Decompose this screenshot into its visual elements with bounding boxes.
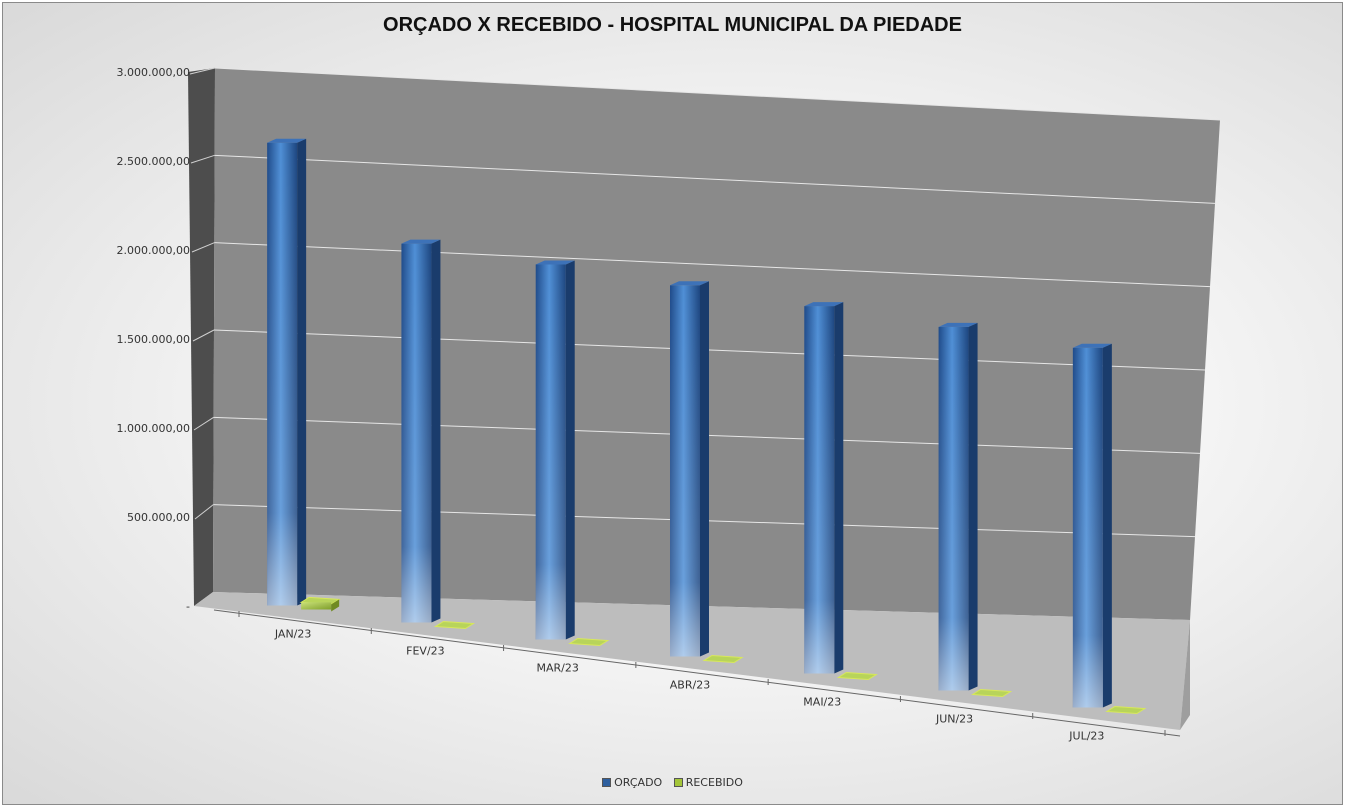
legend: ORÇADO RECEBIDO bbox=[0, 776, 1345, 790]
bar-orcado-side bbox=[1102, 343, 1112, 708]
legend-label-orcado: ORÇADO bbox=[614, 776, 663, 789]
y-tick-label: 2.500.000,00 bbox=[117, 155, 190, 168]
bar-orcado-top bbox=[938, 322, 978, 327]
y-tick-label: 2.000.000,00 bbox=[117, 244, 190, 257]
bar-orcado-shine bbox=[670, 285, 700, 657]
legend-item-orcado: ORÇADO bbox=[602, 776, 662, 789]
bar-orcado-shine bbox=[938, 326, 969, 691]
bar-orcado-top bbox=[670, 281, 709, 286]
y-tick-label: 3.000.000,00 bbox=[117, 66, 190, 79]
x-tick-label: JUN/23 bbox=[935, 713, 973, 726]
x-tick-label: ABR/23 bbox=[670, 679, 710, 692]
bar-orcado-side bbox=[431, 239, 441, 623]
gridline bbox=[214, 154, 1216, 204]
y-tick-label: 1.000.000,00 bbox=[117, 422, 190, 435]
gridline-side bbox=[190, 154, 215, 164]
y-tick-label: - bbox=[186, 600, 190, 613]
bar-recebido-top bbox=[1105, 705, 1147, 715]
bar-orcado-side bbox=[834, 302, 844, 674]
gridline-side bbox=[192, 329, 215, 342]
bar-orcado-side bbox=[297, 138, 307, 606]
bar-orcado-top bbox=[267, 138, 307, 143]
legend-item-recebido: RECEBIDO bbox=[673, 776, 743, 789]
bar-orcado-shine bbox=[267, 142, 298, 606]
x-tick-label: MAI/23 bbox=[803, 696, 841, 709]
bar-recebido-top bbox=[568, 637, 610, 647]
bar-recebido-top bbox=[970, 688, 1013, 698]
gridline-side bbox=[194, 504, 214, 520]
bar-orcado-shine bbox=[1072, 347, 1103, 708]
bar-orcado-side bbox=[700, 281, 709, 657]
bar-recebido-top bbox=[433, 620, 476, 630]
x-tick-label: MAR/23 bbox=[537, 662, 579, 675]
bar-orcado-top bbox=[535, 260, 575, 265]
gridline bbox=[214, 67, 1221, 121]
x-tick-label: JUL/23 bbox=[1068, 730, 1104, 743]
bar-orcado-top bbox=[401, 239, 441, 244]
gridline-side bbox=[189, 67, 216, 75]
bar-orcado-top bbox=[1072, 343, 1112, 348]
x-axis-line bbox=[213, 609, 1181, 737]
x-tick-label: FEV/23 bbox=[406, 645, 445, 658]
y-tick-label: 1.500.000,00 bbox=[117, 333, 190, 346]
bar-orcado-shine bbox=[804, 306, 835, 674]
bar-orcado-side bbox=[565, 260, 575, 640]
bar-orcado-side bbox=[968, 322, 978, 691]
legend-swatch-recebido bbox=[673, 778, 683, 787]
gridline-side bbox=[193, 416, 214, 431]
back-wall bbox=[213, 68, 1220, 620]
bar-orcado-shine bbox=[535, 264, 566, 640]
legend-swatch-orcado bbox=[602, 778, 612, 787]
bar-recebido-top bbox=[836, 671, 878, 681]
floor-edge bbox=[1180, 620, 1190, 730]
y-tick-label: 500.000,00 bbox=[127, 511, 190, 524]
bar-recebido-top bbox=[702, 654, 744, 664]
bar-recebido-side bbox=[331, 599, 340, 612]
gridline bbox=[213, 329, 1206, 371]
gridline-side bbox=[191, 242, 215, 253]
chart-title: ORÇADO X RECEBIDO - HOSPITAL MUNICIPAL D… bbox=[383, 14, 962, 36]
bar-recebido bbox=[301, 602, 332, 610]
legend-label-recebido: RECEBIDO bbox=[685, 776, 743, 789]
bar-orcado-top bbox=[804, 302, 844, 307]
gridline bbox=[214, 242, 1211, 288]
bar-orcado-shine bbox=[401, 243, 432, 623]
x-tick-label: JAN/23 bbox=[274, 628, 312, 641]
